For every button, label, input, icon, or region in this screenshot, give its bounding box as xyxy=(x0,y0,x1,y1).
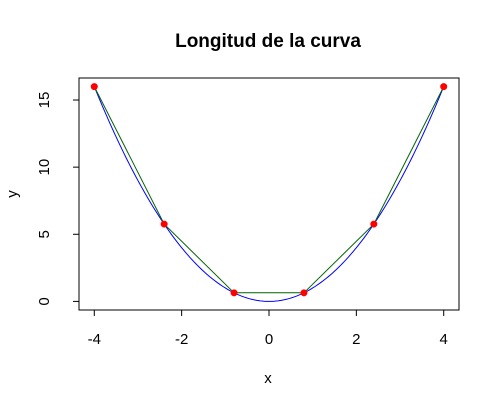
y-axis-label: y xyxy=(4,190,21,198)
data-point xyxy=(370,220,378,228)
x-tick-label: -2 xyxy=(175,331,188,348)
approximation-polyline xyxy=(93,86,445,294)
x-tick-label: -4 xyxy=(88,331,101,348)
reference-curve-line xyxy=(93,86,445,302)
x-tick-label: 2 xyxy=(352,331,360,348)
y-tick-label: 0 xyxy=(36,297,53,305)
data-point xyxy=(160,220,168,228)
data-point xyxy=(90,83,98,91)
data-point xyxy=(230,289,238,297)
data-point xyxy=(440,83,448,91)
y-tick-label: 5 xyxy=(36,230,53,238)
y-tick-label: 10 xyxy=(36,159,53,176)
x-tick-label: 4 xyxy=(440,331,448,348)
y-tick-label: 15 xyxy=(36,92,53,109)
data-point xyxy=(300,289,308,297)
plot-frame xyxy=(78,77,460,311)
chart-title: Longitud de la curva xyxy=(175,31,361,52)
x-axis: -4 -2 0 2 4 xyxy=(88,309,448,348)
y-axis: 0 5 10 15 xyxy=(36,92,80,306)
x-tick-label: 0 xyxy=(265,331,273,348)
plot-layer xyxy=(90,83,448,302)
x-axis-label: x xyxy=(264,370,272,387)
